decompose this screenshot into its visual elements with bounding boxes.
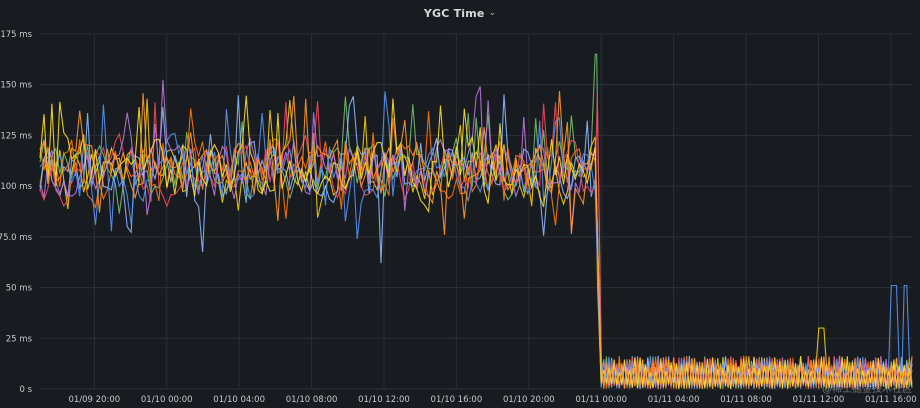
series-line[interactable] — [39, 53, 913, 390]
series-line[interactable] — [39, 95, 913, 389]
x-axis-labels: 01/09 20:00 01/10 00:00 01/10 04:00 01/10 0… — [68, 395, 916, 405]
x-tick-label: 01/11 16:00 — [865, 395, 917, 405]
x-tick-label: 01/10 12:00 — [358, 395, 410, 405]
x-tick-label: 01/10 04:00 — [213, 395, 265, 405]
y-tick-label: 150 ms — [0, 81, 32, 91]
panel-title[interactable]: YGC Time — [423, 6, 485, 20]
series-line[interactable] — [39, 98, 913, 390]
x-tick-label: 01/10 20:00 — [503, 395, 555, 405]
y-tick-label: 50 ms — [6, 284, 33, 294]
x-tick-label: 01/10 08:00 — [286, 395, 338, 405]
y-tick-label: 125 ms — [0, 131, 32, 141]
y-axis-labels: 0 s 25 ms 50 ms 75.0 ms 100 ms 125 ms 150 ms 17… — [0, 30, 33, 395]
series-line[interactable] — [39, 94, 913, 390]
x-tick-label: 01/11 04:00 — [648, 395, 700, 405]
series-lines — [39, 53, 913, 390]
x-tick-label: 01/10 00:00 — [141, 395, 193, 405]
x-tick-label: 01/10 16:00 — [431, 395, 483, 405]
x-tick-label: 01/11 08:00 — [720, 395, 772, 405]
x-tick-label: 01/11 00:00 — [575, 395, 627, 405]
y-tick-label: 25 ms — [6, 334, 33, 344]
chevron-down-icon[interactable]: ⌄ — [488, 8, 497, 18]
y-tick-label: 75.0 ms — [0, 233, 33, 243]
series-line[interactable] — [39, 91, 913, 389]
watermark: @稀土掘金技术社区 — [822, 382, 912, 395]
series-line[interactable] — [39, 94, 913, 389]
grid-lines — [40, 33, 912, 390]
x-tick-label: 01/11 12:00 — [793, 395, 845, 405]
y-tick-label: 100 ms — [0, 182, 32, 192]
panel-header[interactable]: YGC Time ⌄ — [0, 0, 920, 26]
y-tick-label: 0 s — [19, 385, 32, 395]
y-tick-label: 175 ms — [0, 30, 32, 40]
x-tick-label: 01/09 20:00 — [68, 395, 120, 405]
series-line[interactable] — [39, 90, 913, 390]
